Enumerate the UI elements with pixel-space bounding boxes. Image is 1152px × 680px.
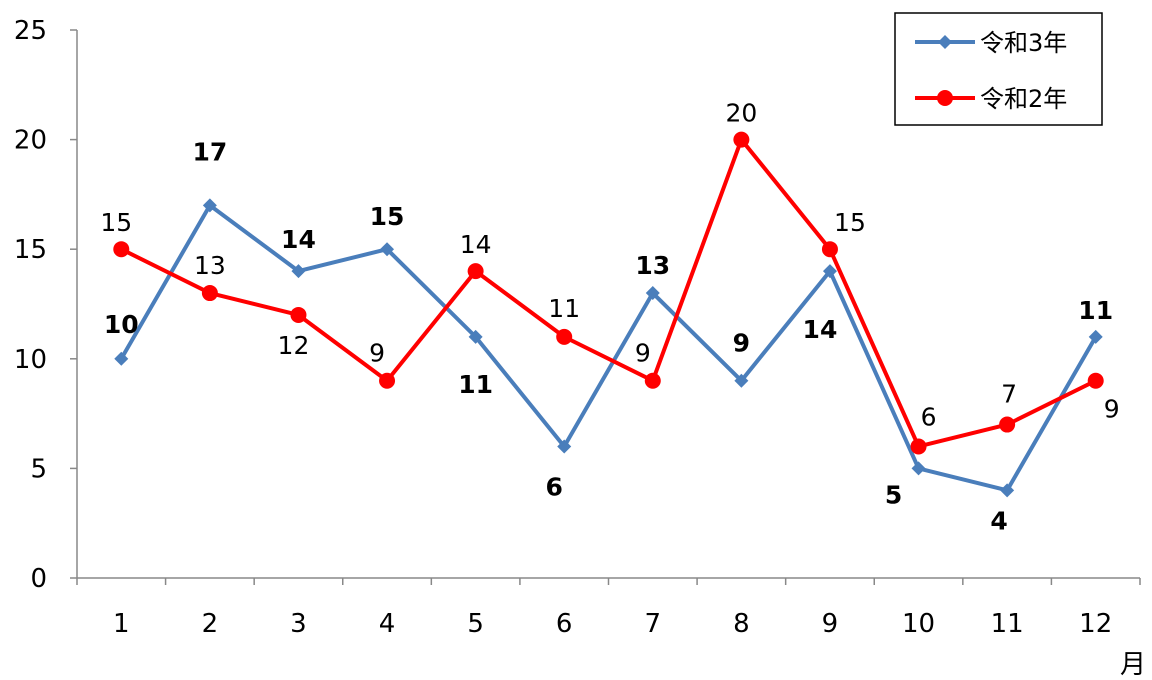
- x-tick-label: 4: [379, 609, 396, 639]
- data-label: 9: [1104, 395, 1120, 424]
- data-point: [380, 242, 395, 257]
- legend-marker: [937, 90, 953, 106]
- data-label: 14: [803, 315, 838, 344]
- data-point: [291, 264, 306, 279]
- data-point: [645, 286, 660, 301]
- y-tick-label: 0: [30, 564, 47, 594]
- data-label: 15: [834, 208, 866, 237]
- data-label: 13: [194, 251, 226, 280]
- x-tick-label: 10: [902, 609, 935, 639]
- y-ticks: 0 5 10 15 20 25: [14, 16, 77, 594]
- data-point: [821, 241, 838, 258]
- x-tick-label: 2: [202, 609, 219, 639]
- data-point: [1088, 329, 1103, 344]
- data-point: [911, 461, 926, 476]
- x-tick-label: 12: [1079, 609, 1112, 639]
- x-tick-label: 11: [991, 609, 1024, 639]
- data-point: [114, 351, 129, 366]
- x-tick-label: 9: [822, 609, 839, 639]
- y-tick-label: 25: [14, 16, 47, 46]
- series-line: [119, 203, 1098, 493]
- y-tick-label: 5: [30, 454, 47, 484]
- data-point: [379, 372, 396, 389]
- data-label: 14: [460, 230, 492, 259]
- data-label: 15: [370, 202, 405, 231]
- series-line: [120, 137, 1097, 449]
- legend-item-1: 令和3年: [915, 29, 1067, 57]
- data-point: [1000, 483, 1015, 498]
- data-point: [556, 328, 573, 345]
- data-label: 12: [278, 331, 310, 360]
- x-tick-label: 1: [113, 609, 130, 639]
- x-tick-label: 7: [645, 609, 662, 639]
- data-label: 15: [100, 208, 132, 237]
- data-labels: 10 17 14 15 11 6 13 9 14 5 4 11 15 13 12 9 14 11 9 20 15 6 7 9: [100, 99, 1119, 536]
- data-label: 20: [725, 99, 757, 128]
- legend-label: 令和3年: [980, 29, 1067, 57]
- data-point: [468, 329, 483, 344]
- y-tick-label: 20: [14, 126, 47, 156]
- series-layer: [113, 131, 1104, 498]
- data-point: [910, 438, 927, 455]
- legend-label: 令和2年: [980, 85, 1067, 113]
- x-tick-label: 3: [290, 609, 307, 639]
- series-2: [113, 131, 1104, 455]
- legend-marker: [938, 35, 952, 49]
- data-label: 13: [635, 251, 670, 280]
- x-tick-label: 5: [467, 609, 484, 639]
- data-label: 10: [104, 310, 139, 339]
- x-tick-label: 6: [556, 609, 573, 639]
- data-label: 11: [1078, 296, 1113, 325]
- data-label: 6: [921, 402, 937, 431]
- x-ticks: 1 2 3 4 5 6 7 8 9 10 11 12: [76, 578, 1141, 639]
- data-point: [822, 264, 837, 279]
- data-label: 7: [1001, 380, 1017, 409]
- x-tick-label: 8: [733, 609, 750, 639]
- y-tick-label: 15: [14, 235, 47, 265]
- y-tick-label: 10: [14, 345, 47, 375]
- data-label: 4: [990, 506, 1007, 535]
- data-label: 17: [192, 137, 227, 166]
- data-point: [290, 306, 307, 323]
- data-label: 11: [548, 294, 580, 323]
- data-label: 14: [281, 225, 316, 254]
- series-1: [114, 198, 1103, 498]
- x-axis-unit-label: 月: [1120, 650, 1146, 680]
- data-point: [202, 198, 217, 213]
- legend-item-2: 令和2年: [915, 85, 1067, 113]
- data-point: [201, 285, 218, 302]
- data-label: 11: [458, 370, 493, 399]
- data-point: [1087, 372, 1104, 389]
- data-point: [734, 373, 749, 388]
- data-point: [999, 416, 1016, 433]
- data-point: [557, 439, 572, 454]
- data-label: 9: [369, 339, 385, 368]
- legend-box: [894, 12, 1103, 126]
- data-label: 6: [546, 472, 563, 501]
- data-label: 9: [733, 329, 750, 358]
- data-point: [733, 131, 750, 148]
- data-point: [113, 241, 130, 258]
- data-point: [467, 263, 484, 280]
- data-label: 5: [885, 480, 902, 509]
- data-label: 9: [635, 339, 651, 368]
- data-point: [644, 372, 661, 389]
